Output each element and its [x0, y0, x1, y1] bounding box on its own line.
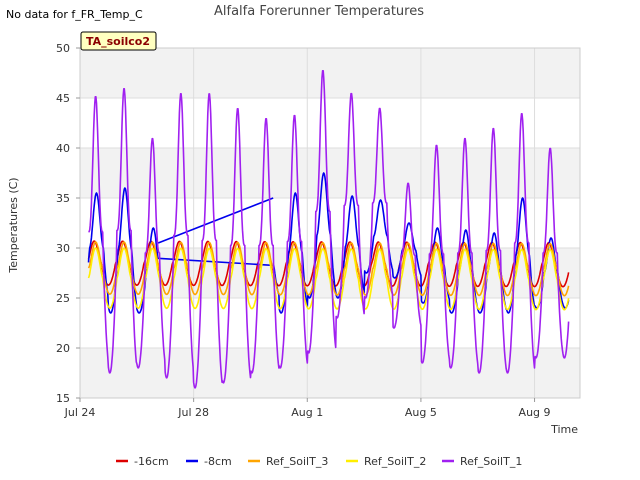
legend-label-ref-soilt-2: Ref_SoilT_2 — [364, 455, 426, 468]
x-axis: Jul 24 Jul 28 Aug 1 Aug 5 Aug 9 — [64, 398, 551, 419]
ytick-label-30: 30 — [56, 242, 70, 255]
ytick-label-15: 15 — [56, 392, 70, 405]
corner-note: No data for f_FR_Temp_C — [6, 8, 143, 21]
band-15-20 — [80, 348, 580, 398]
ytick-label-40: 40 — [56, 142, 70, 155]
xtick-label-jul-28: Jul 28 — [177, 406, 209, 419]
series-line-ref-soilt-3 — [87, 241, 570, 297]
legend-label-8cm: -8cm — [204, 455, 232, 468]
x-axis-label: Time — [550, 423, 578, 436]
band-45-50 — [80, 48, 580, 98]
ytick-label-35: 35 — [56, 192, 70, 205]
series-layer — [87, 70, 570, 389]
badge: TA_soilco2 — [80, 31, 157, 51]
background-bands — [80, 48, 580, 398]
ytick-label-50: 50 — [56, 42, 70, 55]
series-gap-line-8cm — [157, 197, 274, 244]
legend-label-ref-soilt-1: Ref_SoilT_1 — [460, 455, 522, 468]
y-axis: 15 20 25 30 35 40 45 50 — [56, 42, 80, 405]
badge-box — [80, 31, 157, 51]
ytick-label-20: 20 — [56, 342, 70, 355]
xtick-label-aug-5: Aug 5 — [405, 406, 437, 419]
badge-label: TA_soilco2 — [86, 35, 150, 48]
ytick-label-45: 45 — [56, 92, 70, 105]
xtick-label-aug-1: Aug 1 — [291, 406, 323, 419]
y-axis-label: Temperatures (C) — [7, 177, 20, 273]
xtick-label-jul-24: Jul 24 — [64, 406, 96, 419]
legend-label-16cm: -16cm — [134, 455, 169, 468]
ytick-label-25: 25 — [56, 292, 70, 305]
series-line-ref-soilt-1 — [88, 70, 570, 389]
series-line-ref-soilt-2 — [87, 247, 570, 311]
xtick-label-aug-9: Aug 9 — [519, 406, 551, 419]
legend-label-ref-soilt-3: Ref_SoilT_3 — [266, 455, 328, 468]
plot-border — [79, 47, 581, 399]
legend: -16cm -8cm Ref_SoilT_3 Ref_SoilT_2 Ref_SoilT… — [116, 455, 522, 468]
chart-title: Alfalfa Forerunner Temperatures — [214, 4, 424, 19]
